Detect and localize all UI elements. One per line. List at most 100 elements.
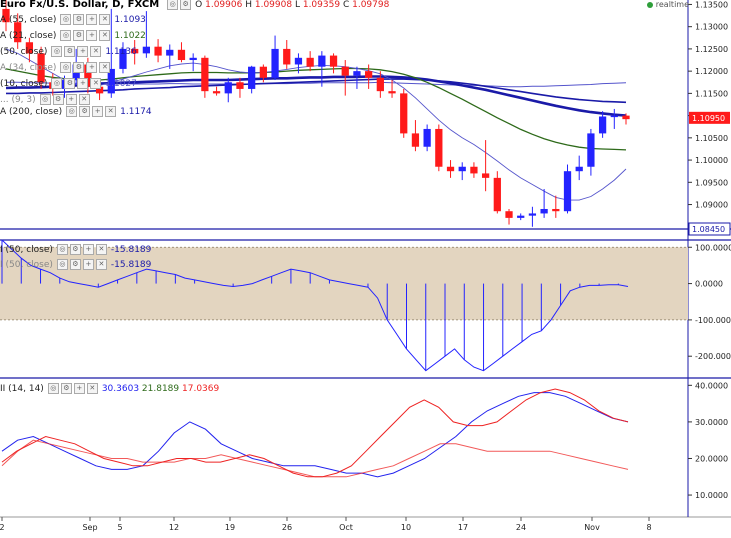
time-tick-label: Oct xyxy=(339,523,353,532)
legend-cci-b[interactable]: I (50, close) ◎ ⚙ + ✕ -15.8189 xyxy=(0,258,151,271)
candle-body xyxy=(610,115,618,118)
add-icon[interactable]: + xyxy=(77,46,89,57)
candle-body xyxy=(306,57,314,67)
candle xyxy=(622,113,630,125)
settings-icon[interactable]: ⚙ xyxy=(64,46,76,57)
legend-dmi-v1: 30.3603 xyxy=(101,383,140,394)
legend-ma-x-buttons: ◎ ⚙ + ✕ xyxy=(39,94,90,105)
candle xyxy=(528,206,537,227)
time-tick-label: 5 xyxy=(117,523,122,532)
eye-icon[interactable]: ◎ xyxy=(39,94,51,105)
add-icon[interactable]: + xyxy=(73,383,85,394)
add-icon[interactable]: + xyxy=(82,244,94,255)
legend-ma21-buttons: ◎ ⚙ + ✕ xyxy=(60,30,111,41)
close-icon[interactable]: ✕ xyxy=(86,383,98,394)
legend-dmi-buttons: ◎ ⚙ + ✕ xyxy=(47,383,98,394)
candle xyxy=(154,39,162,63)
legend-cci-b-label: I (50, close) xyxy=(0,259,53,270)
settings-icon[interactable]: ⚙ xyxy=(79,106,91,117)
candle-body xyxy=(154,46,162,56)
candle-body xyxy=(201,57,209,92)
eye-icon[interactable]: ◎ xyxy=(56,259,68,270)
eye-icon[interactable]: ◎ xyxy=(66,106,78,117)
candle xyxy=(400,88,408,138)
legend-ma34-buttons: ◎ ⚙ + ✕ xyxy=(60,62,111,73)
legend-cci-a[interactable]: I (50, close) ◎ ⚙ + ✕ -15.8189 xyxy=(0,243,151,256)
close-icon[interactable]: ✕ xyxy=(95,259,107,270)
candle xyxy=(271,35,279,81)
eye-icon[interactable]: ◎ xyxy=(60,62,72,73)
eye-icon[interactable]: ◎ xyxy=(47,383,59,394)
close-icon[interactable]: ✕ xyxy=(99,62,111,73)
legend-cci-b-value: -15.8189 xyxy=(110,259,152,270)
time-tick-label: Nov xyxy=(584,523,600,532)
price-tick-label: 1.12500 xyxy=(695,45,728,54)
eye-icon[interactable]: ◎ xyxy=(56,244,68,255)
add-icon[interactable]: + xyxy=(86,62,98,73)
time-tick-label: 24 xyxy=(516,523,526,532)
ohlc-c: 1.09798 xyxy=(352,0,390,10)
candle xyxy=(25,37,34,63)
legend-ma-x[interactable]: ... (9, 3) ◎ ⚙ + ✕ xyxy=(0,93,94,106)
realtime-dot-icon xyxy=(646,1,653,8)
settings-icon[interactable]: ⚙ xyxy=(52,94,64,105)
legend-cci-a-label: I (50, close) xyxy=(0,244,53,255)
dmi-line xyxy=(1,388,629,478)
legend-dmi-v2: 21.8189 xyxy=(141,383,180,394)
candle xyxy=(259,64,267,83)
legend-ma34[interactable]: A (34, close) ◎ ⚙ + ✕ xyxy=(0,61,114,74)
add-icon[interactable]: + xyxy=(92,106,104,117)
settings-icon[interactable]: ⚙ xyxy=(73,62,85,73)
eye-icon[interactable]: ◎ xyxy=(167,0,179,10)
close-icon[interactable]: ✕ xyxy=(105,106,117,117)
legend-ma50[interactable]: (50, close) ◎ ⚙ + ✕ 1.1136 xyxy=(0,45,137,58)
candle-body xyxy=(166,49,174,56)
add-icon[interactable]: + xyxy=(86,14,98,25)
add-icon[interactable]: + xyxy=(86,30,98,41)
hist-tick-label: -200.0000 xyxy=(695,352,731,361)
candle xyxy=(470,162,478,178)
eye-icon[interactable]: ◎ xyxy=(60,30,72,41)
add-icon[interactable]: + xyxy=(77,78,89,89)
candle-body xyxy=(446,166,455,172)
candle xyxy=(14,13,22,49)
add-icon[interactable]: + xyxy=(82,259,94,270)
price-tick-label: 1.13000 xyxy=(695,23,728,32)
settings-icon[interactable]: ⚙ xyxy=(64,78,76,89)
eye-icon[interactable]: ◎ xyxy=(51,46,63,57)
settings-icon[interactable]: ⚙ xyxy=(73,14,85,25)
ohlc-c-label: C xyxy=(342,0,350,10)
close-icon[interactable]: ✕ xyxy=(99,30,111,41)
candle-body xyxy=(435,128,443,167)
legend-ma200[interactable]: A (200, close) ◎ ⚙ + ✕ 1.1174 xyxy=(0,105,152,118)
settings-icon[interactable]: ⚙ xyxy=(60,383,72,394)
settings-icon[interactable]: ⚙ xyxy=(180,0,192,10)
close-icon[interactable]: ✕ xyxy=(95,244,107,255)
candle xyxy=(411,120,420,152)
add-icon[interactable]: + xyxy=(65,94,77,105)
legend-ma21-value: 1.1022 xyxy=(114,30,146,41)
settings-icon[interactable]: ⚙ xyxy=(69,244,81,255)
legend-dmi[interactable]: II (14, 14) ◎ ⚙ + ✕ 30.3603 21.8189 17.0369 xyxy=(0,382,219,395)
close-icon[interactable]: ✕ xyxy=(90,46,102,57)
price-tick-label: 1.09000 xyxy=(695,201,728,210)
eye-icon[interactable]: ◎ xyxy=(51,78,63,89)
eye-icon[interactable]: ◎ xyxy=(60,14,72,25)
candle xyxy=(610,108,618,129)
candle xyxy=(224,77,232,103)
legend-ma50-value: 1.1136 xyxy=(105,46,137,57)
candle-body xyxy=(493,177,501,212)
legend-ma21[interactable]: A (21, close) ◎ ⚙ + ✕ 1.1022 xyxy=(0,29,146,42)
close-icon[interactable]: ✕ xyxy=(78,94,90,105)
ohlc-h: 1.09908 xyxy=(254,0,293,10)
settings-icon[interactable]: ⚙ xyxy=(73,30,85,41)
legend-dmi-label: II (14, 14) xyxy=(0,383,44,394)
candle-body xyxy=(458,166,466,172)
close-icon[interactable]: ✕ xyxy=(90,78,102,89)
candle-body xyxy=(283,48,291,65)
settings-icon[interactable]: ⚙ xyxy=(69,259,81,270)
close-icon[interactable]: ✕ xyxy=(99,14,111,25)
legend-ma10[interactable]: (10, close) ◎ ⚙ + ✕ 1.1027 xyxy=(0,77,137,90)
legend-ma55[interactable]: A (55, close) ◎ ⚙ + ✕ 1.1093 xyxy=(0,13,146,26)
